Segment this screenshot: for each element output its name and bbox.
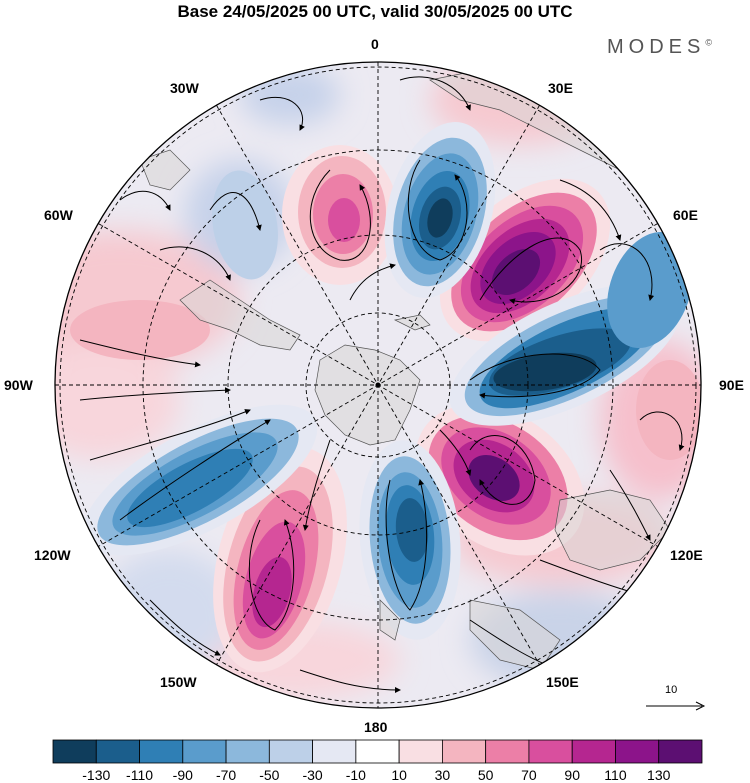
longitude-label-150e: 150E [546, 674, 579, 690]
colorbar-box [52, 739, 97, 764]
longitude-label-60w: 60W [44, 207, 73, 223]
longitude-label-90w: 90W [4, 377, 33, 393]
copyright-mark: © [705, 37, 712, 48]
colorbar-box [312, 739, 357, 764]
colorbar-box [398, 739, 443, 764]
colorbar-box [268, 739, 314, 764]
colorbar-tick-label: 30 [435, 767, 451, 783]
colorbar-box [441, 739, 487, 764]
colorbar-tick-label: -10 [346, 767, 366, 783]
colorbar-tick-label: -30 [302, 767, 322, 783]
map-title: Base 24/05/2025 00 UTC, valid 30/05/2025… [177, 2, 573, 21]
colorbar-box [658, 739, 703, 764]
colorbar-tick-label: -90 [173, 767, 193, 783]
colorbar: -130 -110 -90 -70 -50 -30 -10 10 30 50 70 90 110 130 [52, 739, 703, 783]
colorbar-box [528, 739, 573, 764]
colorbar-box [182, 739, 227, 764]
colorbar-box [225, 739, 270, 764]
colorbar-tick-label: 70 [521, 767, 537, 783]
colorbar-tick-label: 10 [391, 767, 407, 783]
vector-reference-arrow [646, 701, 706, 711]
colorbar-box [615, 739, 660, 764]
longitude-label-120e: 120E [670, 547, 703, 563]
longitude-label-60e: 60E [673, 207, 698, 223]
colorbar-tick-label: 130 [647, 767, 671, 783]
vector-reference-label: 10 [665, 684, 678, 696]
colorbar-tick-label: 110 [604, 767, 627, 783]
longitude-label-30w: 30W [170, 80, 199, 96]
colorbar-tick-label: 50 [478, 767, 494, 783]
map-boundary [54, 61, 702, 709]
longitude-label-180: 180 [364, 719, 388, 735]
colorbar-tick-label: -110 [126, 767, 153, 783]
brand-name: MODES [607, 36, 706, 58]
map-disc [55, 62, 701, 708]
colorbar-box [95, 739, 140, 764]
longitude-label-30e: 30E [548, 80, 573, 96]
longitude-label-150w: 150W [160, 674, 197, 690]
polar-map [54, 61, 702, 709]
colorbar-box [355, 739, 400, 764]
colorbar-tick-label: -130 [82, 767, 110, 783]
colorbar-box [485, 739, 530, 764]
longitude-label-0: 0 [371, 36, 379, 52]
longitude-label-90e: 90E [719, 377, 744, 393]
longitude-label-120w: 120W [34, 547, 71, 563]
land-masses [139, 69, 671, 671]
colorbar-tick-label: -50 [259, 767, 279, 783]
colorbar-box [571, 739, 616, 764]
colorbar-boxes [52, 739, 703, 764]
colorbar-tick-label: -70 [216, 767, 236, 783]
colorbar-ticks: -130 -110 -90 -70 -50 -30 -10 10 30 50 70 90 110 130 [82, 767, 670, 783]
brand-logo: MODES© [607, 36, 712, 59]
colorbar-tick-label: 90 [564, 767, 580, 783]
colorbar-box [139, 739, 184, 764]
